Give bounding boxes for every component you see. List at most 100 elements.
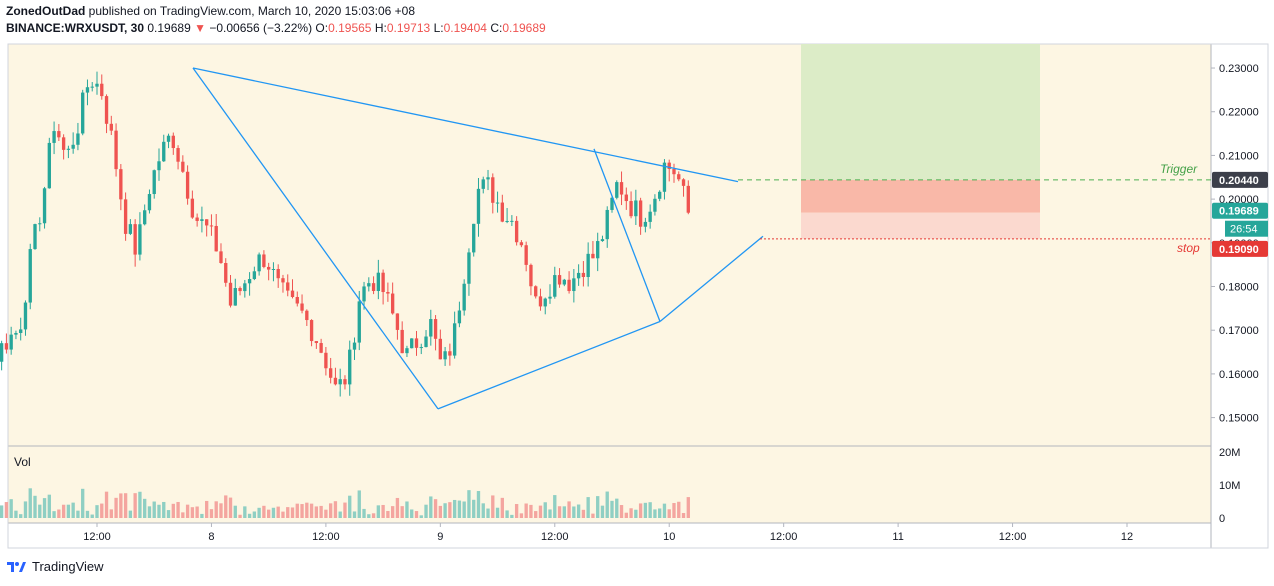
candle-body <box>71 144 75 149</box>
volume-bar <box>438 505 443 518</box>
volume-bar <box>47 494 51 518</box>
volume-bar <box>219 503 223 518</box>
volume-bar <box>233 505 237 518</box>
candle-body <box>557 275 562 285</box>
candle-body <box>376 272 381 291</box>
candle-body <box>348 349 352 385</box>
candle-body <box>624 194 628 202</box>
candle-body <box>295 296 299 304</box>
candle-body <box>309 320 314 342</box>
trendline[interactable] <box>192 67 739 183</box>
volume-bar <box>414 511 419 518</box>
candle-body <box>395 313 400 330</box>
candle-body <box>562 279 566 285</box>
trendline[interactable] <box>437 320 661 410</box>
volume-bar <box>61 504 66 518</box>
volume-bar <box>95 505 99 518</box>
candle-body <box>123 199 128 234</box>
volume-bar <box>348 495 352 518</box>
volume-bar <box>467 490 471 518</box>
stop-loss-zone[interactable] <box>801 179 1040 213</box>
volume-bar <box>529 504 533 518</box>
volume-bar <box>28 488 32 518</box>
candle-body <box>605 209 609 240</box>
volume-bar <box>510 514 514 518</box>
volume-bar <box>596 496 600 518</box>
candle-body <box>581 272 586 278</box>
volume-bar <box>238 514 242 518</box>
candle-body <box>76 133 80 145</box>
tradingview-footer[interactable]: TradingView <box>6 559 104 574</box>
profit-target-zone[interactable] <box>801 44 1040 180</box>
stop-label: stop <box>1177 241 1200 255</box>
triangle-pattern-lines[interactable] <box>192 67 764 410</box>
candle-body <box>505 221 509 223</box>
trendline[interactable] <box>192 67 439 410</box>
volume-bar <box>367 514 371 518</box>
candle-body <box>209 225 214 227</box>
candle-body <box>9 334 13 350</box>
candle-body <box>634 200 638 217</box>
volume-bar <box>424 504 428 518</box>
volume-bar <box>653 509 657 518</box>
candle-body <box>281 278 285 283</box>
volume-bar <box>166 510 171 518</box>
candle-body <box>658 191 662 199</box>
volume-bar <box>14 510 18 518</box>
volume-bar <box>257 507 261 518</box>
volume-bar <box>81 488 85 518</box>
candle-body <box>143 210 147 225</box>
candle-body <box>481 179 485 189</box>
candle-body <box>414 338 419 348</box>
time-tick-label: 12:00 <box>83 531 111 543</box>
candles-layer <box>0 71 690 397</box>
candle-body <box>672 169 676 175</box>
volume-bar <box>324 509 328 518</box>
stop-loss-zone-partial <box>801 212 1040 239</box>
volume-bar <box>634 509 638 518</box>
candle-body <box>400 329 404 354</box>
trigger-price-badge: 0.20440 <box>1219 175 1259 187</box>
candle-body <box>553 275 557 297</box>
author-name: ZonedOutDad <box>6 4 86 18</box>
volume-bar <box>286 507 290 518</box>
candle-body <box>357 301 361 343</box>
volume-bar <box>591 513 595 518</box>
price-tick-label: 0.23000 <box>1219 63 1259 75</box>
volume-bar <box>524 503 528 518</box>
trendline[interactable] <box>659 235 764 322</box>
volume-bar <box>658 508 662 518</box>
candle-body <box>252 271 257 280</box>
candle-body <box>572 278 576 292</box>
candle-body <box>476 188 481 224</box>
candle-body <box>486 177 490 180</box>
candle-body <box>643 221 648 227</box>
candle-body <box>162 141 166 162</box>
volume-bar <box>52 511 56 518</box>
volume-bar <box>662 503 667 518</box>
volume-bar <box>300 504 304 518</box>
volume-bar <box>19 514 23 518</box>
candle-body <box>452 323 457 356</box>
volume-bar <box>133 493 137 518</box>
publish-info: ZonedOutDad published on TradingView.com… <box>6 4 415 18</box>
trendline[interactable] <box>593 148 661 322</box>
volume-bar <box>495 507 500 518</box>
ohlc-header: BINANCE:WRXUSDT, 30 0.19689 ▼ −0.00656 (… <box>6 21 546 35</box>
candle-body <box>181 161 185 172</box>
volume-bar <box>538 505 543 518</box>
candle-body <box>33 224 37 250</box>
volume-bar <box>23 501 28 518</box>
candle-body <box>276 269 280 279</box>
volume-bar <box>290 507 295 518</box>
volume-bar <box>224 495 228 518</box>
volume-bar <box>419 515 423 518</box>
time-axis[interactable]: 12:00 8 12:00 9 12:00 10 12:00 11 12:00 12 <box>83 523 1133 543</box>
volume-bar <box>100 503 104 518</box>
volume-bar <box>605 491 609 518</box>
candle-body <box>648 211 652 222</box>
position-zones[interactable] <box>801 44 1040 239</box>
volume-bar <box>615 498 619 518</box>
candle-body <box>500 202 504 222</box>
